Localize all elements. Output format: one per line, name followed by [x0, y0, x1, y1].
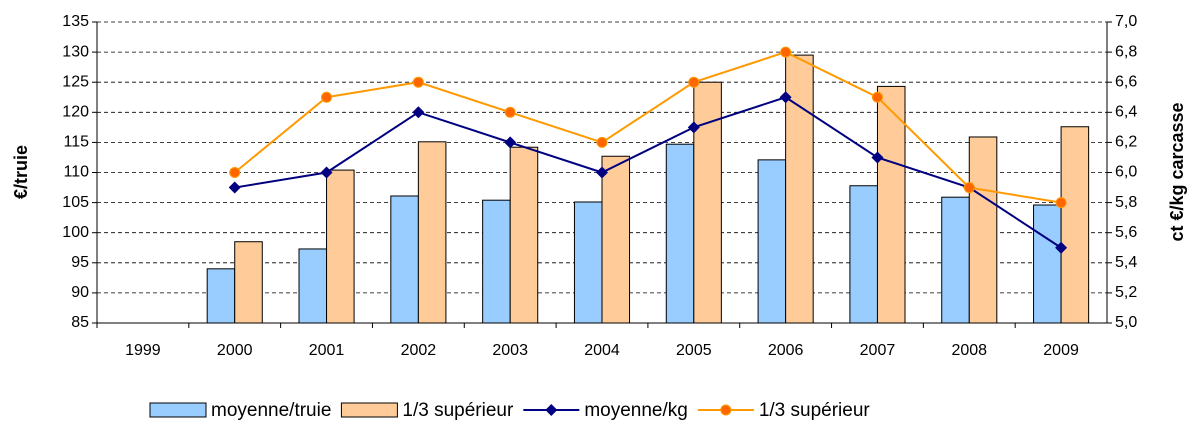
y-tick-label: 85	[71, 314, 89, 331]
y-tick-label: 135	[62, 13, 89, 30]
legend-item: moyenne/truie	[149, 400, 331, 421]
bar	[206, 268, 236, 324]
line-marker	[1055, 241, 1068, 254]
line-marker	[688, 76, 700, 88]
line-marker	[228, 181, 241, 194]
x-tick-label: 2005	[676, 342, 712, 359]
x-tick-label: 1999	[125, 342, 161, 359]
bar	[390, 195, 419, 324]
legend-label: moyenne/truie	[211, 400, 331, 421]
line-marker	[780, 46, 792, 58]
line-marker	[1055, 197, 1067, 209]
line-marker	[229, 167, 241, 178]
y-tick-label: 115	[63, 134, 89, 151]
x-tick-label: 2001	[309, 342, 345, 359]
y2-tick-label: 6,6	[1115, 73, 1137, 90]
line-marker	[320, 166, 333, 179]
legend-label: 1/3 supérieur	[402, 400, 514, 421]
x-tick-label: 2000	[217, 342, 253, 359]
legend-marker	[720, 404, 732, 416]
x-tick-label: 2004	[584, 342, 620, 359]
y-axis-title: €/truie	[11, 145, 31, 199]
y2-tick-label: 6,2	[1115, 134, 1137, 151]
line-marker	[412, 76, 424, 88]
x-tick-label: 2003	[492, 342, 528, 359]
line-marker	[687, 121, 700, 134]
bar	[482, 199, 511, 324]
line	[234, 96, 1062, 249]
bar	[509, 146, 539, 324]
y2-tick-label: 5,8	[1115, 194, 1137, 211]
y-tick-label: 105	[62, 194, 89, 211]
legend-item: 1/3 supérieur	[340, 400, 514, 421]
legend-item: moyenne/kg	[523, 400, 688, 421]
legend-swatch	[149, 402, 207, 418]
bar	[665, 143, 695, 324]
bar	[601, 155, 631, 324]
x-tick-label: 2006	[768, 342, 804, 359]
y-tick-label: 100	[62, 224, 89, 241]
legend-swatch	[340, 402, 398, 418]
line-marker	[871, 151, 884, 164]
bar	[326, 169, 355, 324]
line-marker	[412, 106, 425, 119]
bar	[1033, 204, 1062, 324]
bar	[876, 85, 906, 324]
y2-axis-title: ct €/kg carcasse	[1167, 102, 1187, 241]
y-tick-label: 90	[71, 284, 89, 301]
line-marker	[321, 91, 333, 103]
y2-tick-label: 6,8	[1115, 43, 1137, 60]
bar	[849, 185, 878, 324]
bar	[693, 81, 722, 324]
line	[234, 51, 1062, 204]
x-tick-label: 2008	[951, 342, 987, 359]
line-marker	[596, 166, 608, 179]
y-tick-label: 110	[63, 164, 89, 181]
y2-tick-label: 5,6	[1115, 224, 1137, 241]
y-tick-label: 125	[62, 73, 89, 90]
x-tick-label: 2007	[860, 342, 896, 359]
bar	[298, 248, 328, 324]
legend-marker	[545, 404, 558, 416]
line-marker	[779, 91, 792, 104]
y2-tick-label: 5,2	[1115, 284, 1137, 301]
line-marker	[504, 136, 517, 149]
y2-tick-label: 6,4	[1115, 104, 1137, 121]
bar	[573, 201, 603, 324]
y2-tick-label: 5,0	[1115, 314, 1137, 331]
y2-tick-label: 5,4	[1115, 254, 1137, 271]
legend-item: 1/3 supérieur	[697, 400, 871, 421]
line-marker	[596, 136, 608, 148]
line-marker	[504, 106, 516, 118]
line-marker	[963, 182, 975, 194]
y2-tick-label: 6,0	[1115, 164, 1137, 181]
y2-tick-label: 7,0	[1115, 13, 1137, 30]
y-tick-label: 130	[62, 43, 89, 60]
bar	[757, 159, 787, 324]
legend-marker-shape	[545, 404, 558, 416]
bar	[417, 141, 447, 324]
bar	[234, 241, 263, 324]
x-tick-label: 2009	[1043, 342, 1079, 359]
legend-label: 1/3 supérieur	[759, 400, 871, 421]
x-tick-label: 2002	[401, 342, 437, 359]
line-marker	[871, 91, 883, 103]
legend-label: moyenne/kg	[584, 400, 688, 421]
bar	[968, 136, 998, 324]
y-tick-label: 120	[62, 104, 89, 121]
bar	[941, 196, 970, 324]
bar	[785, 54, 814, 324]
y-tick-label: 95	[71, 254, 89, 271]
bar	[1060, 126, 1090, 324]
legend-marker-shape	[720, 404, 732, 416]
